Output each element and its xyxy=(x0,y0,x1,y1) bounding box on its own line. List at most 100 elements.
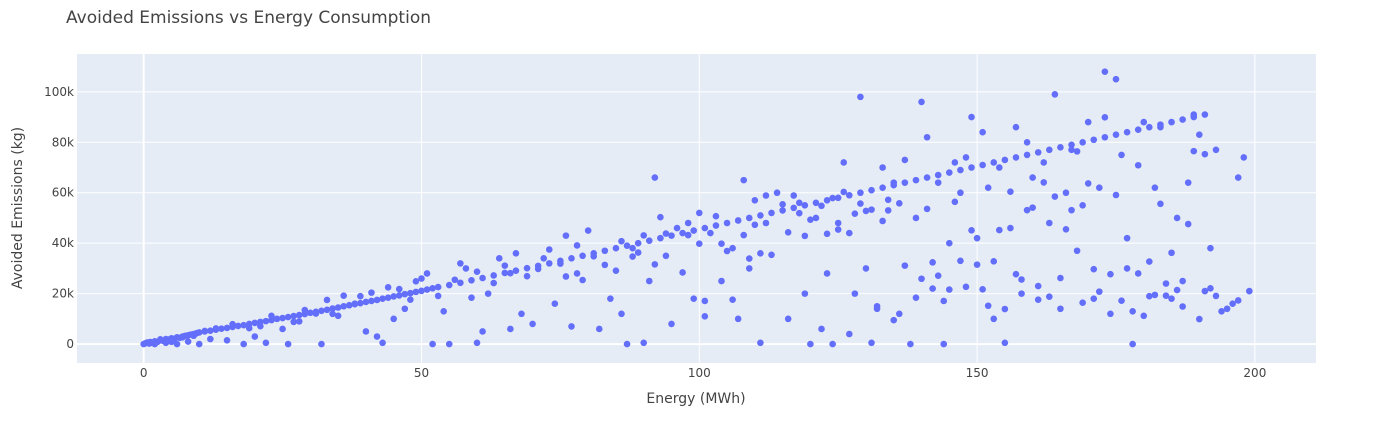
data-point xyxy=(973,234,981,242)
data-point xyxy=(968,164,975,171)
data-point xyxy=(373,296,381,304)
data-point xyxy=(701,224,709,232)
data-point xyxy=(340,292,347,299)
data-point xyxy=(212,325,220,332)
data-point xyxy=(1123,265,1131,272)
data-point xyxy=(1007,188,1014,196)
data-point xyxy=(951,198,959,206)
data-point xyxy=(879,164,886,171)
data-point xyxy=(1118,151,1125,159)
data-point xyxy=(229,320,236,328)
data-point xyxy=(623,340,631,348)
data-point xyxy=(512,267,520,274)
data-point xyxy=(834,219,842,227)
data-point xyxy=(695,209,703,217)
chart-title: Avoided Emissions vs Energy Consumption xyxy=(66,8,431,28)
data-point xyxy=(1090,265,1098,273)
data-point xyxy=(918,275,925,283)
data-point xyxy=(845,330,853,338)
data-point xyxy=(1190,147,1198,155)
data-point xyxy=(973,261,981,268)
data-point xyxy=(557,260,564,267)
data-point xyxy=(279,325,286,333)
data-point xyxy=(962,154,970,161)
data-point xyxy=(1046,219,1053,227)
data-point xyxy=(979,161,986,169)
data-point xyxy=(1012,154,1020,161)
data-point xyxy=(1207,244,1214,252)
data-point xyxy=(818,325,825,333)
data-point xyxy=(1046,146,1053,154)
data-point xyxy=(668,232,675,239)
data-point xyxy=(851,290,859,297)
data-point xyxy=(1173,286,1181,294)
data-point xyxy=(829,340,836,348)
data-point xyxy=(984,302,992,310)
data-point xyxy=(362,328,370,335)
data-point xyxy=(579,276,586,284)
data-point xyxy=(1101,133,1109,141)
data-point xyxy=(634,239,642,247)
data-point xyxy=(1023,206,1031,214)
data-point xyxy=(890,316,898,324)
data-point xyxy=(1062,189,1070,197)
data-point xyxy=(723,219,731,227)
data-point xyxy=(1179,116,1186,123)
data-point xyxy=(607,295,614,302)
data-point xyxy=(1184,220,1192,228)
data-point xyxy=(946,239,953,247)
y-tick-label: 0 xyxy=(66,337,74,351)
data-point xyxy=(295,318,303,325)
data-point xyxy=(812,199,820,207)
data-point xyxy=(151,340,159,348)
data-point xyxy=(1079,138,1086,146)
data-point xyxy=(273,315,281,323)
data-point xyxy=(1068,146,1075,154)
data-point xyxy=(923,205,931,213)
data-point xyxy=(879,217,886,225)
data-point xyxy=(290,312,297,320)
data-point xyxy=(168,338,175,346)
data-point xyxy=(996,164,1003,171)
data-point xyxy=(490,279,498,287)
data-point xyxy=(507,325,514,333)
data-point xyxy=(223,336,231,344)
data-point xyxy=(757,212,764,219)
data-point xyxy=(1001,339,1009,347)
data-point xyxy=(934,179,942,186)
plot-background xyxy=(77,54,1316,363)
data-point xyxy=(173,340,181,348)
data-point xyxy=(1057,144,1064,151)
data-point xyxy=(618,310,625,318)
data-point xyxy=(1073,148,1081,155)
x-tick-label: 100 xyxy=(688,366,711,380)
grid-lines xyxy=(77,54,1316,363)
data-point xyxy=(1129,340,1136,348)
data-point xyxy=(707,229,714,237)
data-point xyxy=(845,191,853,199)
data-point xyxy=(734,315,742,323)
data-point xyxy=(1084,118,1092,126)
data-point xyxy=(1134,161,1142,169)
data-point xyxy=(290,318,297,326)
data-point xyxy=(429,340,436,348)
data-point xyxy=(473,339,481,347)
data-point xyxy=(545,260,553,267)
data-point xyxy=(1168,118,1175,126)
data-point xyxy=(1018,290,1025,297)
data-point xyxy=(984,184,992,191)
data-point xyxy=(1057,274,1064,282)
data-point xyxy=(929,285,936,292)
data-point xyxy=(923,174,931,181)
data-point xyxy=(1168,295,1175,302)
data-point xyxy=(184,338,192,345)
data-point xyxy=(757,339,764,347)
data-point xyxy=(1073,247,1081,255)
data-point xyxy=(1068,141,1075,149)
data-point xyxy=(1179,303,1186,310)
data-point xyxy=(1029,174,1036,181)
data-point xyxy=(329,310,336,318)
data-point xyxy=(729,296,736,303)
data-point xyxy=(779,201,786,208)
data-point xyxy=(851,210,859,217)
